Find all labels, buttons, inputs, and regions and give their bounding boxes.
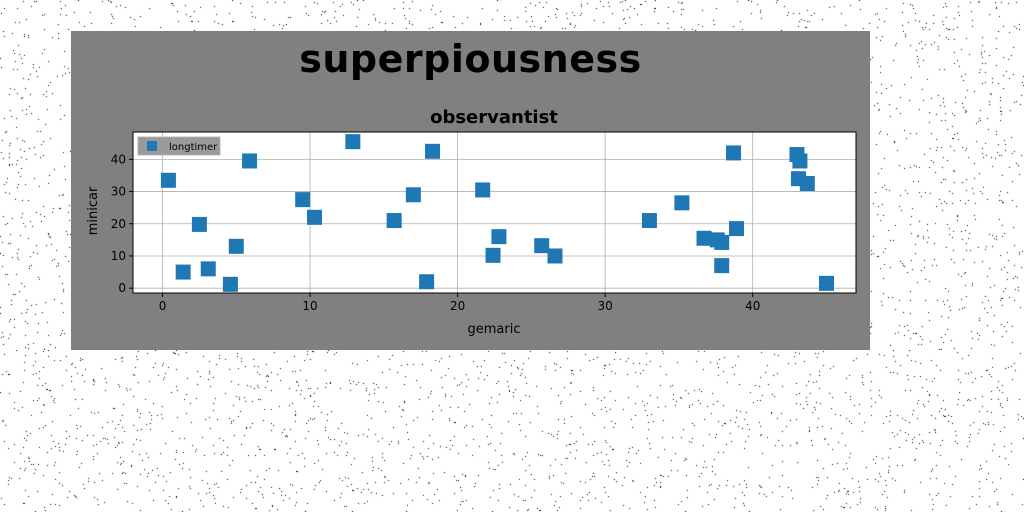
plot-area [133, 132, 856, 293]
data-point [485, 247, 501, 263]
grid [133, 132, 856, 293]
data-point [295, 192, 311, 208]
data-point [696, 230, 712, 246]
x-tick-label: 0 [159, 299, 167, 313]
data-point [175, 264, 191, 280]
legend-box [137, 136, 221, 156]
data-point [191, 216, 207, 232]
legend-marker-square [147, 141, 157, 151]
data-point [674, 195, 690, 211]
data-point [641, 213, 657, 229]
y-tick-label: 40 [111, 152, 126, 166]
data-point [419, 274, 435, 290]
legend-label: longtimer [169, 142, 218, 153]
data-point [475, 182, 491, 198]
data-point [345, 134, 361, 150]
data-point [222, 276, 238, 292]
x-axis-label: gemaric [468, 322, 521, 337]
data-point [228, 238, 244, 254]
figure-panel: superpiousness 0 10 20 30 40 0 10 20 30 40 observ… [71, 31, 870, 350]
data-point [714, 258, 730, 274]
data-point [386, 213, 402, 229]
data-point [547, 248, 563, 264]
data-point [792, 153, 808, 169]
chart-title: observantist [430, 107, 558, 128]
data-point [818, 275, 834, 291]
data-point [306, 209, 322, 225]
marks [160, 134, 834, 292]
x-tick-label: 30 [598, 299, 613, 313]
y-tick-label: 20 [111, 217, 126, 231]
legend: longtimer [137, 136, 221, 156]
x-tick-label: 40 [745, 299, 760, 313]
data-point [491, 229, 507, 245]
data-point [728, 221, 744, 237]
y-tick-label: 0 [118, 281, 126, 295]
data-point [405, 187, 421, 203]
data-point [714, 234, 730, 250]
data-point [200, 261, 216, 277]
axes: 0 10 20 30 40 0 10 20 30 40 [111, 131, 857, 313]
data-point [242, 153, 258, 169]
data-point [534, 238, 550, 254]
x-tick-label: 20 [450, 299, 465, 313]
data-point [726, 145, 742, 161]
plot-frame [132, 131, 857, 294]
data-point [425, 143, 441, 159]
y-tick-label: 10 [111, 249, 126, 263]
x-tick-label: 10 [302, 299, 317, 313]
figure-suptitle: superpiousness [299, 37, 642, 81]
data-point [160, 172, 176, 188]
y-axis-label: minicar [86, 186, 101, 235]
data-point [799, 176, 815, 192]
y-tick-label: 30 [111, 185, 126, 199]
